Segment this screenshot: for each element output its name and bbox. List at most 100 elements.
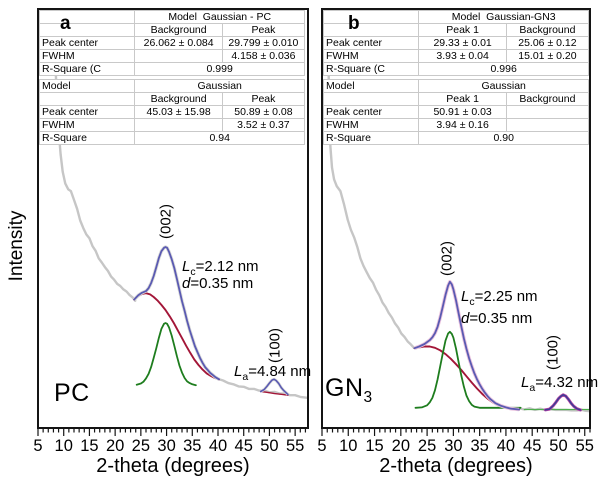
la-symbol: L bbox=[521, 374, 530, 391]
x-tick-label: 30 bbox=[444, 437, 462, 455]
table-cell: Peak center bbox=[38, 105, 136, 119]
series-group bbox=[52, 8, 309, 399]
table-cell bbox=[38, 23, 136, 37]
x-tick-label: 15 bbox=[365, 437, 383, 455]
table-cell: 45.03 ± 15.98 bbox=[134, 105, 223, 119]
table-cell bbox=[322, 10, 420, 24]
table-cell bbox=[322, 23, 420, 37]
table-cell: 29.799 ± 0.010 bbox=[221, 36, 306, 50]
d-spacing-annotation: d=0.35 nm bbox=[182, 275, 253, 292]
d-spacing-annotation: d=0.35 nm bbox=[461, 310, 532, 327]
table-cell: FWHM bbox=[38, 49, 136, 63]
table-cell: Peak center bbox=[38, 36, 136, 50]
x-tick-label: 5 bbox=[33, 437, 42, 455]
table-cell: 3.94 ± 0.16 bbox=[418, 118, 507, 132]
table-cell: 29.33 ± 0.01 bbox=[418, 36, 507, 50]
peak-002-label: (002) bbox=[157, 203, 175, 240]
panel-a: 5 10 15 20 25 30 35 40 45 50 55 2-theta (degrees) a… bbox=[26, 8, 316, 477]
peak-100-label: (100) bbox=[544, 334, 562, 371]
x-tick-label: 35 bbox=[470, 437, 488, 455]
fit-table-002-b: Model Gaussian-GN3 Peak 1 Background Peak c… bbox=[322, 10, 590, 76]
table-cell: 0.999 bbox=[134, 62, 305, 76]
x-tick-label: 10 bbox=[339, 437, 357, 455]
table-cell: R-Square bbox=[322, 131, 420, 145]
lc-subscript: c bbox=[190, 266, 196, 278]
series-cumulative-fit-002 bbox=[413, 280, 520, 411]
table-cell: Peak center bbox=[322, 36, 420, 50]
table-cell: 15.01 ± 0.20 bbox=[505, 49, 590, 63]
y-axis-label: Intensity bbox=[6, 210, 27, 282]
fit-table-002-a: Model Gaussian - PC Background Peak Peak ce… bbox=[38, 10, 306, 76]
x-tick-label: 55 bbox=[576, 437, 594, 455]
sample-label-gn3: GN3 bbox=[325, 374, 373, 407]
table-cell: 26.062 ± 0.084 bbox=[134, 36, 223, 50]
x-tick-label: 20 bbox=[392, 437, 410, 455]
plot-area-a: 5 10 15 20 25 30 35 40 45 50 55 2-theta (degrees) bbox=[33, 8, 309, 477]
table-cell: Background bbox=[134, 23, 223, 37]
panel-letter-b: b bbox=[348, 13, 360, 34]
table-cell: R-Square (C bbox=[38, 62, 136, 76]
x-tick-label: 40 bbox=[497, 437, 515, 455]
lc-annotation: Lc=2.12 nm bbox=[182, 258, 259, 278]
table-cell: Model bbox=[322, 79, 420, 93]
panel-letter-a: a bbox=[60, 13, 71, 34]
table-cell: Peak center bbox=[322, 105, 420, 119]
lc-symbol: L bbox=[182, 258, 191, 275]
la-value: =4.84 nm bbox=[248, 363, 312, 380]
table-cell: Peak bbox=[221, 92, 306, 106]
table-cell: 50.91 ± 0.03 bbox=[418, 105, 507, 119]
table-cell: Background bbox=[134, 92, 223, 106]
x-tick-labels: 5 10 15 20 25 30 35 40 45 50 55 bbox=[33, 437, 304, 455]
x-tick-label: 50 bbox=[549, 437, 567, 455]
x-axis-title: 2-theta (degrees) bbox=[379, 455, 532, 477]
x-tick-label: 5 bbox=[317, 437, 326, 455]
table-cell bbox=[505, 118, 590, 132]
fit-table-100-a: Model Gaussian Background Peak Peak center 45… bbox=[38, 79, 306, 145]
series-cumulative-fit-100 bbox=[259, 378, 289, 396]
plot-area-b: 5 10 15 20 25 30 35 40 45 50 55 2-theta (degrees) bbox=[317, 8, 594, 477]
x-axis-title: 2-theta (degrees) bbox=[96, 455, 249, 477]
panel-b: 5 10 15 20 25 30 35 40 45 50 55 2-theta (degrees) b… bbox=[310, 8, 600, 477]
table-cell: R-Square bbox=[38, 131, 136, 145]
lc-annotation: Lc=2.25 nm bbox=[461, 288, 538, 308]
table-cell: 3.52 ± 0.37 bbox=[221, 118, 306, 132]
x-tick-label: 55 bbox=[286, 437, 304, 455]
lc-symbol: L bbox=[461, 288, 470, 305]
d-value: =0.35 nm bbox=[469, 310, 533, 327]
sample-name: GN bbox=[325, 374, 364, 402]
table-cell: 3.93 ± 0.04 bbox=[418, 49, 507, 63]
table-cell bbox=[134, 118, 223, 132]
table-cell: Model bbox=[38, 79, 136, 93]
x-tick-label: 20 bbox=[106, 437, 124, 455]
table-cell: Model Gaussian-GN3 bbox=[418, 10, 589, 24]
series-cumulative-fit-002 bbox=[133, 246, 220, 381]
table-cell: Peak 1 bbox=[418, 92, 507, 106]
x-tick-label: 30 bbox=[157, 437, 175, 455]
sample-subscript: 3 bbox=[363, 389, 373, 406]
table-cell bbox=[38, 92, 136, 106]
table-cell: Peak bbox=[221, 23, 306, 37]
table-cell: 25.06 ± 0.12 bbox=[505, 36, 590, 50]
x-tick-label: 45 bbox=[235, 437, 253, 455]
la-value: =4.32 nm bbox=[535, 374, 599, 391]
series-background-fit-100 bbox=[260, 390, 289, 396]
table-cell: 0.996 bbox=[418, 62, 589, 76]
table-cell: Model Gaussian - PC bbox=[134, 10, 305, 24]
la-annotation: La=4.84 nm bbox=[234, 363, 311, 383]
table-cell: 4.158 ± 0.036 bbox=[221, 49, 306, 63]
table-cell: R-Square (C bbox=[322, 62, 420, 76]
d-symbol: d bbox=[182, 275, 191, 292]
series-group bbox=[326, 8, 592, 413]
la-annotation: La=4.32 nm bbox=[521, 374, 598, 394]
x-tick-label: 35 bbox=[183, 437, 201, 455]
table-cell: 0.94 bbox=[134, 131, 305, 145]
lc-subscript: c bbox=[469, 296, 475, 308]
table-cell: 50.89 ± 0.08 bbox=[221, 105, 306, 119]
la-subscript: a bbox=[529, 382, 536, 394]
table-cell: FWHM bbox=[322, 49, 420, 63]
series-background-fit-002 bbox=[133, 292, 220, 381]
table-cell: Background bbox=[505, 23, 590, 37]
x-tick-label: 15 bbox=[80, 437, 98, 455]
table-cell bbox=[322, 92, 420, 106]
